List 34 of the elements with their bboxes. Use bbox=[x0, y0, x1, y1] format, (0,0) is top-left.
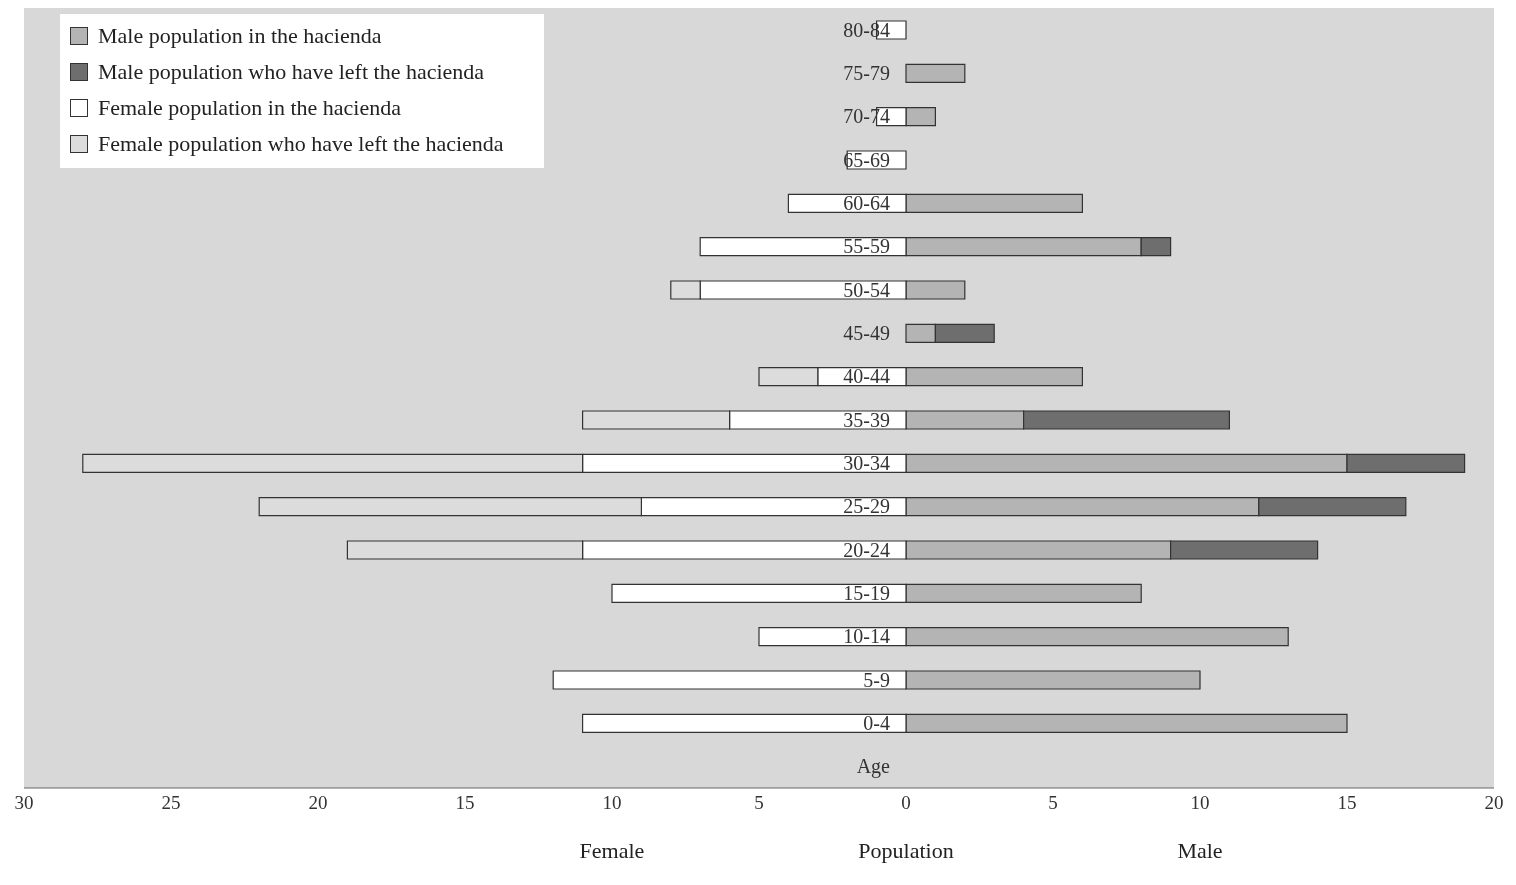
text: Female bbox=[578, 838, 646, 864]
legend-label: Male population who have left the hacienda bbox=[98, 58, 485, 86]
x-tick-label: 0 bbox=[901, 792, 911, 814]
legend-label: Male population in the hacienda bbox=[98, 22, 382, 50]
y-tick-label: 40-44 bbox=[843, 365, 890, 388]
y-tick-label: 30-34 bbox=[843, 452, 890, 474]
legend-label: Female population who have left the hacienda bbox=[98, 130, 504, 158]
x-tick-label: 20 bbox=[1484, 792, 1504, 814]
x-tick-label: 5 bbox=[754, 792, 764, 814]
y-tick-label: 75-79 bbox=[843, 62, 890, 84]
y-tick-label: 0-4 bbox=[863, 712, 890, 734]
x-axis-title: Population bbox=[857, 838, 955, 864]
y-tick-label: 5-9 bbox=[863, 668, 890, 691]
x-tick-label: 10 bbox=[1190, 792, 1210, 814]
y-tick-label: 60-64 bbox=[843, 192, 890, 214]
y-tick-label: 55-59 bbox=[843, 235, 890, 258]
x-tick-label: 10 bbox=[602, 792, 622, 814]
y-tick-label: 35-39 bbox=[843, 408, 890, 431]
y-axis-title: Age bbox=[856, 755, 891, 779]
y-tick-label: 45-49 bbox=[843, 322, 890, 344]
x-tick-label: 15 bbox=[455, 792, 475, 814]
bar bbox=[905, 63, 966, 83]
text: Male bbox=[1176, 838, 1224, 864]
x-tick-label: 30 bbox=[14, 792, 34, 814]
x-tick-label: 25 bbox=[161, 792, 181, 814]
x-tick-label: 5 bbox=[1048, 792, 1058, 814]
legend-label: Female population in the hacienda bbox=[98, 94, 402, 122]
y-tick-label: 10-14 bbox=[843, 625, 890, 648]
x-tick-label: 15 bbox=[1337, 792, 1357, 814]
y-tick-label: 50-54 bbox=[843, 278, 890, 301]
y-tick-label: 25-29 bbox=[843, 495, 890, 518]
y-tick-label: 20-24 bbox=[843, 538, 890, 561]
y-tick-label: 15-19 bbox=[843, 582, 890, 604]
x-tick-label: 20 bbox=[308, 792, 328, 814]
